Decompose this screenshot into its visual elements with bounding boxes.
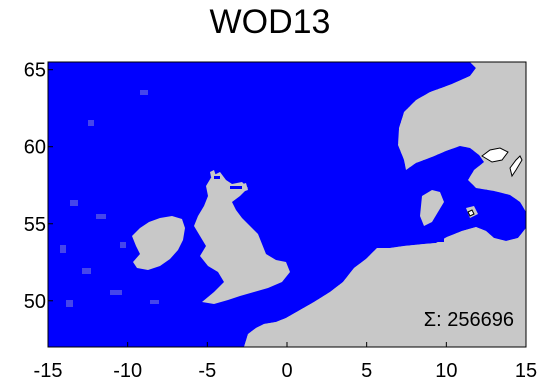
y-axis: 50 55 60 65 bbox=[24, 60, 53, 313]
x-axis: -15 -10 -5 0 5 10 15 bbox=[34, 342, 537, 382]
coastal-data bbox=[178, 104, 510, 319]
x-tick-label: -5 bbox=[198, 360, 216, 382]
land-ireland bbox=[132, 216, 185, 270]
observation-count: Σ: 256696 bbox=[424, 309, 514, 331]
x-tick-label: 0 bbox=[281, 360, 292, 382]
y-tick-label: 60 bbox=[24, 137, 46, 159]
x-tick-label: -15 bbox=[34, 360, 63, 382]
lake-vattern bbox=[509, 155, 523, 178]
map-plot-area bbox=[48, 62, 526, 347]
x-tick-label: 5 bbox=[361, 360, 372, 382]
data-gaps bbox=[60, 90, 159, 307]
land-scandinavia bbox=[400, 62, 526, 200]
y-tick-label: 50 bbox=[24, 291, 46, 313]
land-continental-europe bbox=[244, 227, 526, 347]
land-denmark bbox=[420, 190, 444, 226]
y-tick-label: 55 bbox=[24, 214, 46, 236]
land-great-britain bbox=[194, 172, 290, 304]
x-tick-label: -10 bbox=[113, 360, 142, 382]
map-title: WOD13 bbox=[209, 3, 331, 41]
y-tick-label: 65 bbox=[24, 60, 46, 82]
x-tick-label: 15 bbox=[515, 360, 537, 382]
lake-vanern bbox=[481, 147, 509, 163]
x-tick-label: 10 bbox=[435, 360, 457, 382]
